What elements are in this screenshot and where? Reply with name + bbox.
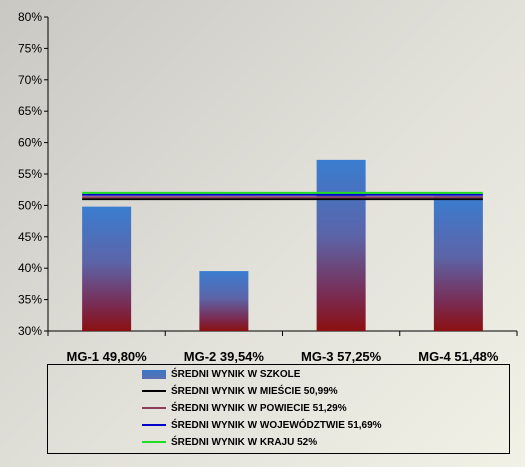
y-tick-label: 35% [18, 293, 42, 307]
y-tick-label: 80% [18, 10, 42, 24]
y-tick-label: 30% [18, 324, 42, 338]
legend-swatch-country [142, 441, 166, 443]
legend-item-voivodeship: ŚREDNI WYNIK W WOJEWÓDZTWIE 51,69% [142, 418, 382, 432]
bar-3 [316, 159, 366, 331]
legend: ŚREDNI WYNIK W SZKOLE ŚREDNI WYNIK W MIE… [47, 364, 510, 454]
legend-item-county: ŚREDNI WYNIK W POWIECIE 51,29% [142, 401, 347, 415]
y-tick-label: 60% [18, 136, 42, 150]
bar-2 [199, 271, 249, 331]
legend-label-school: ŚREDNI WYNIK W SZKOLE [171, 368, 301, 380]
legend-item-school: ŚREDNI WYNIK W SZKOLE [142, 367, 300, 381]
bars [82, 159, 483, 331]
legend-item-city: ŚREDNI WYNIK W MIEŚCIE 50,99% [142, 384, 338, 398]
y-tick-label: 65% [18, 104, 42, 118]
legend-swatch-county [142, 407, 166, 409]
y-tick-label: 50% [18, 198, 42, 212]
y-tick-label: 45% [18, 230, 42, 244]
y-tick-label: 70% [18, 73, 42, 87]
legend-swatch-school [142, 369, 166, 379]
legend-item-country: ŚREDNI WYNIK W KRAJU 52% [142, 435, 317, 449]
reference-lines [82, 191, 483, 201]
y-tick-label: 55% [18, 167, 42, 181]
y-tick-label: 75% [18, 41, 42, 55]
legend-label-country: ŚREDNI WYNIK W KRAJU 52% [171, 436, 318, 448]
x-tick-label: MG-2 39,54% [184, 349, 265, 364]
legend-label-voivodeship: ŚREDNI WYNIK W WOJEWÓDZTWIE 51,69% [171, 419, 382, 431]
x-tick-label: MG-4 51,48% [418, 349, 499, 364]
bar-1 [82, 206, 132, 331]
bar-4 [433, 196, 483, 331]
legend-swatch-voivodeship [142, 424, 166, 426]
x-tick-label: MG-1 49,80% [67, 349, 148, 364]
y-tick-label: 40% [18, 261, 42, 275]
legend-swatch-city [142, 390, 166, 392]
legend-label-county: ŚREDNI WYNIK W POWIECIE 51,29% [171, 402, 347, 414]
legend-label-city: ŚREDNI WYNIK W MIEŚCIE 50,99% [171, 385, 338, 397]
labels: 30% 35% 40% 45% 50% 55% 60% 65% 70% 75% 80% MG-1 49… [18, 10, 499, 364]
x-tick-label: MG-3 57,25% [301, 349, 382, 364]
